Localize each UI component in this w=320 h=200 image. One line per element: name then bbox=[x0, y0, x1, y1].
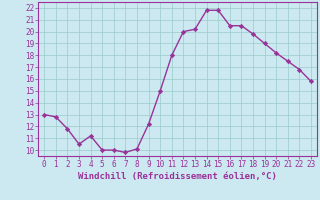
X-axis label: Windchill (Refroidissement éolien,°C): Windchill (Refroidissement éolien,°C) bbox=[78, 172, 277, 181]
